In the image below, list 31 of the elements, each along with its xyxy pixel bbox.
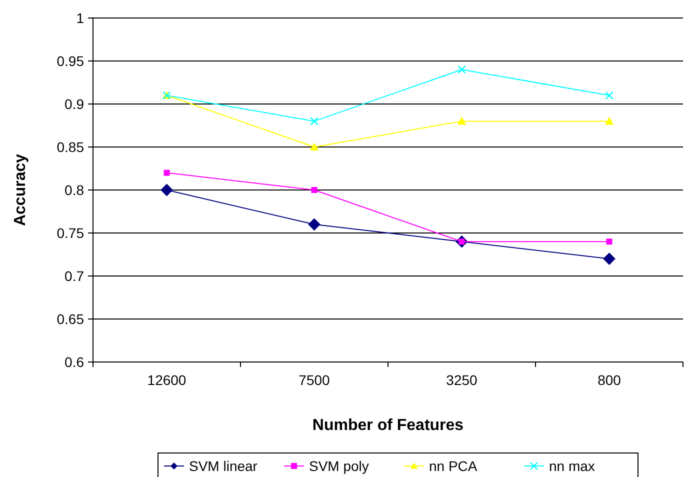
y-tick-label: 0.7: [64, 268, 84, 284]
y-tick-label: 1: [76, 10, 84, 26]
y-tick-label: 0.9: [64, 96, 84, 112]
point: [605, 91, 614, 100]
y-tick-label: 0.85: [56, 138, 84, 155]
point: [310, 142, 319, 151]
point: [606, 238, 612, 245]
point: [310, 117, 318, 126]
legend-label: nn PCA: [429, 458, 478, 474]
legend-label: nn max: [549, 458, 595, 474]
point: [160, 184, 173, 196]
y-tick-label: 0.8: [64, 182, 84, 198]
legend-label: SVM linear: [189, 458, 258, 474]
legend-label: SVM poly: [309, 458, 369, 474]
point: [457, 116, 466, 125]
x-axis-title: Number of Features: [312, 417, 464, 434]
y-tick-label: 0.75: [56, 224, 84, 241]
point: [308, 218, 320, 231]
x-tick-label: 12600: [147, 372, 186, 388]
y-axis-title: Accuracy: [12, 154, 29, 226]
point: [603, 252, 616, 265]
y-tick-label: 0.6: [64, 354, 84, 370]
y-tick-label: 0.95: [56, 52, 84, 69]
point: [604, 116, 614, 125]
point: [164, 170, 170, 176]
x-tick-label: 3250: [446, 372, 478, 388]
x-tick-label: 7500: [298, 372, 330, 388]
point: [311, 187, 318, 193]
x-tick-label: 800: [598, 372, 622, 388]
point: [458, 66, 466, 74]
y-tick-label: 0.65: [56, 310, 84, 327]
